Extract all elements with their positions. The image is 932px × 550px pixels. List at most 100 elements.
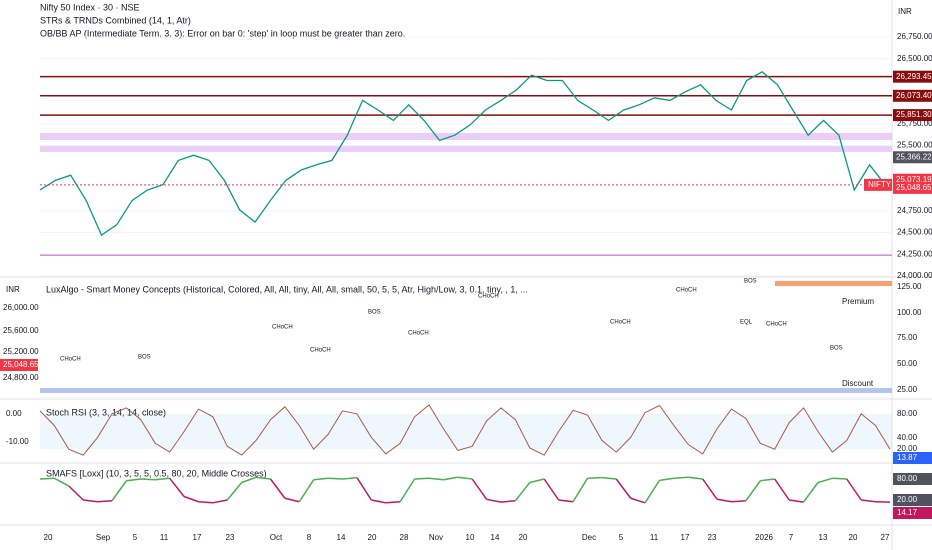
currency: INR — [6, 285, 20, 294]
smafs-segment — [298, 479, 315, 503]
smafs-segment — [659, 477, 675, 482]
x-tick-label: 17 — [681, 533, 690, 542]
smafs-segment — [313, 477, 329, 481]
smafs-segment — [673, 476, 689, 480]
symbol-tag-label: NIFTY — [868, 180, 892, 189]
smafs-segment — [371, 499, 386, 504]
symbol-tag — [864, 178, 892, 191]
x-tick-label: 14 — [337, 533, 346, 542]
y-tick-label: 25,200.00 — [3, 347, 39, 356]
smafs-segment — [529, 478, 545, 484]
smafs-segment — [457, 476, 473, 480]
value-tag — [893, 452, 932, 464]
y-tick-label: 20.00 — [897, 495, 918, 504]
x-tick-label: 5 — [133, 533, 138, 542]
smafs-segment — [284, 497, 300, 503]
x-tick-label: Sep — [96, 533, 111, 542]
x-tick-label: 27 — [881, 533, 890, 542]
stoch-line — [39, 404, 891, 456]
smafs-segment — [601, 476, 617, 480]
smc-label: CHoCH — [610, 320, 631, 326]
y-tick-label: 24,250.00 — [897, 249, 932, 258]
x-tick-label: Nov — [429, 533, 443, 542]
price-tag-label: 26,293.45 — [896, 72, 932, 81]
y-tick-label: 50.00 — [897, 359, 918, 368]
x-tick-label: 8 — [307, 533, 312, 542]
smafs-segment — [328, 477, 343, 480]
x-tick-label: 20 — [849, 533, 858, 542]
smafs-segment — [39, 477, 55, 480]
smafs-segment — [140, 478, 156, 481]
smafs-segment — [212, 499, 228, 504]
x-tick-label: 28 — [400, 533, 409, 542]
smafs-segment — [630, 497, 646, 504]
value-tag — [893, 473, 932, 485]
y-tick-label: 24,000.00 — [897, 271, 932, 280]
y-tick-label: -10.00 — [6, 437, 29, 446]
x-tick-label: 17 — [193, 533, 202, 542]
price-line — [39, 71, 886, 237]
price-tag-label: 26,073.40 — [896, 91, 932, 100]
x-tick-label: 20 — [44, 533, 53, 542]
price-tag — [893, 109, 932, 122]
smc-label: CHoCH — [310, 348, 331, 354]
smc-label: BOS — [138, 355, 151, 361]
price-tag-label: 25,048.65 — [896, 183, 932, 192]
price-tag — [0, 359, 38, 371]
smc-label: CHoCH — [478, 294, 499, 300]
y-tick-label: 25,750.00 — [897, 119, 932, 128]
smafs-segment — [385, 501, 401, 504]
x-tick-label: 11 — [160, 533, 169, 542]
x-tick-label: 20 — [368, 533, 377, 542]
x-tick-label: 13 — [819, 533, 828, 542]
smafs-segment — [702, 478, 718, 500]
smafs-segment — [155, 477, 170, 481]
smafs-segment — [587, 476, 602, 480]
discount-zone — [40, 388, 892, 393]
smafs-segment — [183, 495, 199, 503]
y-tick-label: 24,500.00 — [897, 228, 932, 237]
y-tick-label: 80.00 — [897, 474, 918, 483]
smafs-segment — [443, 476, 458, 481]
smc-label: EQL — [740, 320, 753, 326]
value-tag — [893, 494, 932, 506]
smafs-segment — [399, 478, 416, 503]
x-tick-label: 20 — [519, 533, 528, 542]
x-tick-label: Oct — [270, 533, 283, 542]
smafs-segment — [97, 499, 113, 503]
smafs-segment — [615, 478, 632, 499]
y-tick-label: 25.00 — [897, 385, 918, 394]
x-tick-label: 2026 — [755, 533, 773, 542]
smc-label: CHoCH — [766, 322, 787, 328]
y-tick-label: 25,500.00 — [897, 141, 932, 150]
stoch-band — [40, 414, 892, 449]
y-tick-label: 20.00 — [897, 444, 918, 453]
smafs-segment — [68, 485, 84, 501]
smafs-segment — [716, 498, 732, 503]
y-tick-label: 80.00 — [897, 409, 918, 418]
smc-label: BOS — [830, 346, 843, 352]
smc-label: CHoCH — [676, 288, 697, 294]
smafs-segment — [342, 476, 358, 480]
x-tick-label: 11 — [650, 533, 659, 542]
smafs-segment — [731, 499, 746, 503]
price-tag — [893, 70, 932, 83]
y-tick-label: 26,750.00 — [897, 32, 932, 41]
x-tick-label: 7 — [789, 533, 794, 542]
smafs-segment — [198, 501, 213, 504]
smafs-segment — [644, 479, 661, 504]
price-tag — [893, 181, 932, 194]
smafs-segment — [774, 478, 790, 501]
indicator: STRs & TRNDs Combined (14, 1, Atr) — [40, 15, 191, 25]
x-tick-label: 23 — [708, 533, 717, 542]
smafs-segment — [572, 477, 589, 503]
smafs-segment — [471, 478, 488, 500]
smafs-segment — [558, 499, 574, 503]
x-tick-label: Dec — [582, 533, 596, 542]
x-tick-label: 5 — [619, 533, 624, 542]
currency: INR — [898, 7, 912, 16]
smafs-segment — [514, 482, 531, 502]
smafs-segment — [846, 478, 862, 501]
